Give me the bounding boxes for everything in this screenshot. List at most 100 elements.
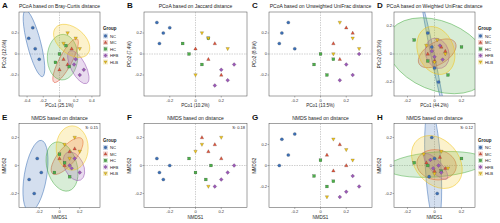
- legend-label: HLB: [110, 171, 118, 176]
- legend-marker: [104, 41, 107, 44]
- legend-label: HC: [110, 158, 116, 163]
- legend-label: HFB: [485, 165, 494, 170]
- y-tick: [18, 75, 20, 76]
- y-tick: [393, 165, 395, 166]
- point: [278, 164, 281, 167]
- panel-letter: D: [377, 1, 383, 10]
- legend-marker: [104, 146, 107, 149]
- legend-title: Group: [103, 26, 117, 31]
- legend-label: MC: [485, 152, 492, 157]
- y-tick: [143, 165, 145, 166]
- point: [58, 157, 62, 160]
- point: [332, 169, 336, 172]
- confidence-ellipse: [394, 12, 475, 96]
- x-tick-label: -0.2: [404, 209, 412, 214]
- legend-marker: [104, 48, 107, 51]
- zero-line: [144, 165, 247, 166]
- y-tick: [393, 26, 395, 27]
- point: [188, 157, 191, 160]
- point: [168, 164, 171, 167]
- point: [226, 78, 230, 82]
- y-tick-label: 0.2: [261, 30, 267, 35]
- panel: DPCoA based on Weighted UniFrac distance…: [375, 1, 500, 111]
- zero-line: [320, 12, 321, 96]
- point: [357, 47, 361, 50]
- legend-key: [478, 158, 483, 163]
- data-area: [155, 21, 236, 88]
- point: [219, 73, 223, 76]
- legend-label: HC: [110, 47, 116, 52]
- data-area: [278, 132, 361, 199]
- y-tick-label: 0: [15, 51, 18, 56]
- x-tick-label: 0: [319, 98, 322, 103]
- point: [27, 37, 30, 40]
- title: PCoA based on Bray-Curtis distance: [19, 3, 100, 9]
- panel-letter: E: [2, 113, 8, 122]
- point: [194, 74, 198, 77]
- x-axis-label: NMDS1: [52, 215, 68, 220]
- legend-marker: [479, 35, 482, 38]
- point: [73, 147, 77, 150]
- x-tick-label: -0.2: [291, 209, 299, 214]
- y-tick-label: 0.2: [136, 30, 142, 35]
- point: [332, 53, 336, 56]
- point: [194, 171, 197, 174]
- legend-key: [478, 53, 483, 58]
- point: [438, 44, 442, 48]
- y-tick-label: 0: [140, 163, 143, 168]
- legend-marker: [104, 54, 107, 57]
- y-tick: [393, 82, 395, 83]
- data-area: [278, 21, 361, 82]
- point: [439, 150, 443, 153]
- point: [430, 45, 433, 48]
- y-tick: [268, 33, 270, 34]
- point: [319, 53, 322, 56]
- legend-key: [103, 34, 108, 39]
- point: [351, 31, 355, 34]
- y-tick: [268, 165, 270, 166]
- legend-label: MC: [485, 40, 492, 45]
- point: [430, 136, 433, 139]
- x-tick-label: 0: [433, 98, 436, 103]
- point: [338, 21, 342, 24]
- stress-annotation: S: 0.15: [85, 125, 98, 130]
- point: [433, 61, 437, 64]
- x-tick-label: 0.2: [218, 209, 224, 214]
- point: [28, 178, 31, 181]
- point: [31, 26, 34, 29]
- x-tick-label: -0.2: [36, 209, 44, 214]
- legend-label: NC: [110, 34, 116, 39]
- point: [444, 53, 448, 56]
- legend-key: [103, 152, 108, 157]
- legend-marker: [104, 172, 107, 175]
- point: [78, 150, 82, 153]
- legend-marker: [479, 159, 482, 162]
- point: [351, 73, 355, 77]
- panel-letter: G: [252, 113, 258, 122]
- panel-letter: H: [377, 113, 383, 122]
- legend-key: [103, 171, 108, 176]
- point: [68, 65, 71, 68]
- point: [438, 155, 442, 158]
- point: [433, 55, 437, 59]
- data-area: [19, 126, 89, 208]
- point: [194, 150, 198, 153]
- data-area: [394, 12, 475, 96]
- plot-frame: [269, 12, 372, 96]
- point: [325, 185, 328, 188]
- legend-label: HFB: [110, 165, 119, 170]
- panel: GNMDS based on distance-0.200.2-0.200.2N…: [252, 113, 373, 220]
- x-tick-label: 0.2: [459, 98, 465, 103]
- y-tick-label: 0.2: [261, 142, 267, 147]
- point: [338, 143, 342, 146]
- y-axis-label: NMDS2: [2, 157, 7, 173]
- point: [162, 178, 165, 181]
- legend-title: Group: [478, 138, 492, 143]
- y-tick: [18, 193, 20, 194]
- y-tick-label: 0: [15, 163, 18, 168]
- legend-key: [103, 145, 108, 150]
- legend-label: MC: [110, 152, 117, 157]
- point: [433, 66, 436, 69]
- point: [338, 195, 342, 199]
- plot-frame: [144, 12, 247, 96]
